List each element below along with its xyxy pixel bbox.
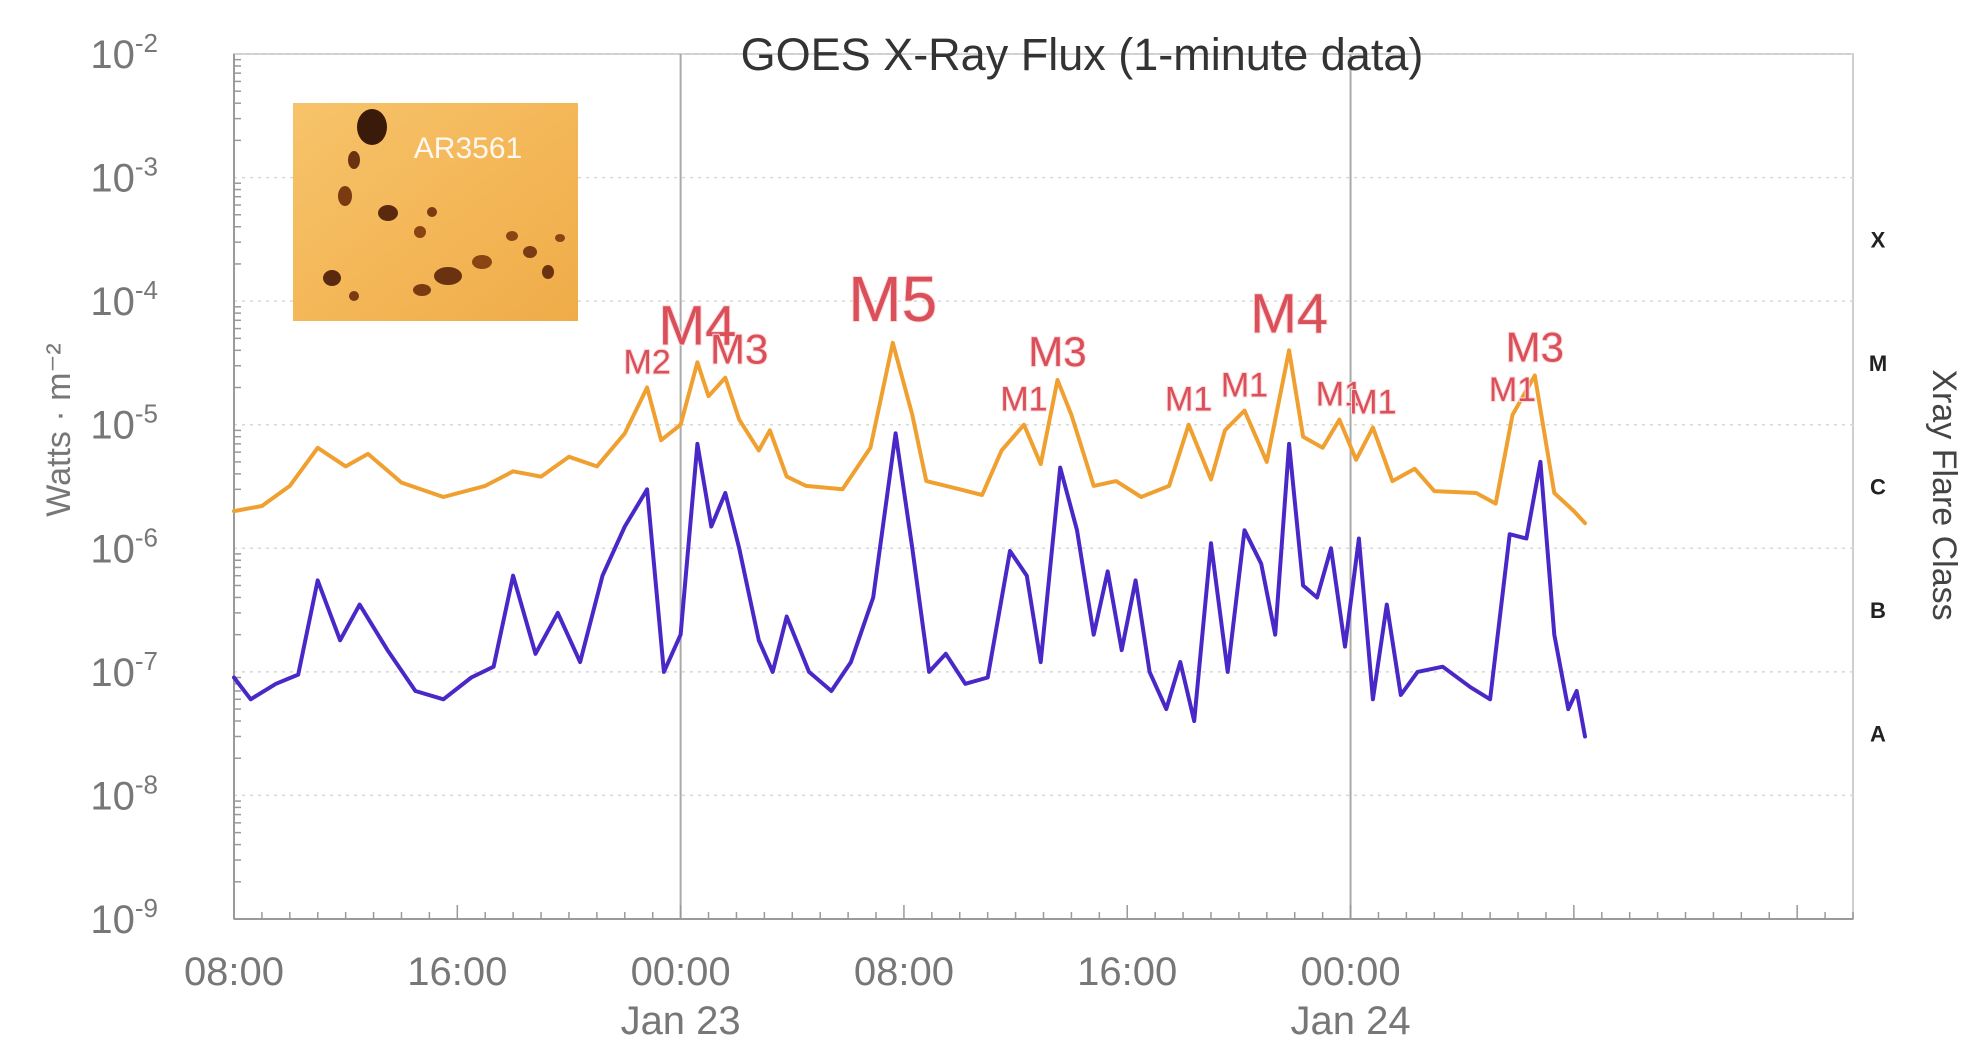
series-layer [232, 340, 1587, 739]
flare-annotation: M4 [658, 293, 736, 356]
x-tick-label: 00:00 [631, 950, 731, 994]
y-tick-exponent: -9 [135, 893, 158, 923]
y-tick-base: 10 [90, 898, 135, 942]
sunspot [427, 207, 437, 217]
y-tick-base: 10 [90, 404, 135, 448]
flare-class-label: B [1870, 598, 1886, 623]
y-tick-base: 10 [90, 527, 135, 571]
sunspot [434, 267, 462, 285]
flare-annotation: M2 [624, 344, 671, 382]
inset-label: AR3561 [414, 132, 522, 165]
y-tick-exponent: -2 [135, 28, 158, 58]
y-tick-label: 10-3 [90, 152, 158, 201]
sunspot [555, 234, 565, 242]
flare-annotation: M1 [1000, 381, 1047, 419]
series-line-short [232, 431, 1587, 739]
y-tick-label: 10-5 [90, 399, 158, 448]
y-tick-base: 10 [90, 774, 135, 818]
y-tick-exponent: -4 [135, 275, 158, 305]
y-tick-label: 10-8 [90, 769, 158, 818]
x-tick-label: 08:00 [854, 950, 954, 994]
sunspot [357, 109, 387, 145]
flare-class-label: A [1870, 722, 1886, 747]
flare-annotation: M1 [1316, 376, 1363, 414]
sunspot [472, 255, 492, 269]
y-tick-base: 10 [90, 651, 135, 695]
y-tick-exponent: -7 [135, 646, 158, 676]
y-tick-label: 10-7 [90, 646, 158, 695]
sunspot [323, 270, 341, 286]
x-tick-label: 00:00 [1300, 950, 1400, 994]
sunspot [414, 226, 426, 238]
sunspot [413, 284, 431, 296]
x-tick-label: 16:00 [1077, 950, 1177, 994]
flare-annotation: M3 [1506, 324, 1564, 371]
y-tick-label: 10-9 [90, 893, 158, 942]
flare-annotation: M4 [1250, 281, 1328, 344]
flare-class-label: C [1870, 475, 1886, 500]
y-axis-label: Watts · m⁻² [40, 343, 78, 516]
y-tick-label: 10-2 [90, 28, 158, 77]
axes-layer: 10-910-810-710-610-510-410-310-208:00 16:… [90, 28, 1887, 1043]
x-tick-date-label: Jan 23 [621, 999, 741, 1043]
inset-layer: AR3561 [293, 103, 578, 321]
x-tick-label: 16:00 [407, 950, 507, 994]
flare-annotation: M1 [1349, 383, 1396, 421]
y-tick-base: 10 [90, 33, 135, 77]
x-tick-date-label: Jan 24 [1290, 999, 1410, 1043]
flare-annotation: M1 [1165, 381, 1212, 419]
y-tick-base: 10 [90, 280, 135, 324]
sunspot [349, 291, 359, 301]
flare-annotation: M3 [1028, 328, 1086, 375]
sunspot [348, 151, 360, 169]
sunspot [506, 231, 518, 241]
series-line-long [232, 340, 1587, 526]
flare-annotation: M3 [710, 326, 768, 373]
sunspot [542, 265, 554, 279]
flare-class-label: M [1869, 351, 1887, 376]
flare-annotation: M1 [1221, 367, 1268, 405]
sunspot [523, 246, 537, 258]
chart-title: GOES X-Ray Flux (1-minute data) [741, 29, 1424, 80]
y-tick-exponent: -5 [135, 399, 158, 429]
sunspot [378, 205, 398, 221]
flare-annotation: M1 [1489, 371, 1536, 409]
sunspot [338, 186, 352, 206]
y-tick-base: 10 [90, 157, 135, 201]
x-tick-label: 08:00 [184, 950, 284, 994]
flare-annotation: M5 [848, 263, 937, 335]
right-axis-label: Xray Flare Class [1925, 369, 1963, 620]
flare-class-label: X [1871, 227, 1886, 252]
y-tick-label: 10-6 [90, 522, 158, 571]
y-tick-exponent: -6 [135, 522, 158, 552]
y-tick-label: 10-4 [90, 275, 158, 324]
y-tick-exponent: -8 [135, 769, 158, 799]
y-tick-exponent: -3 [135, 152, 158, 182]
